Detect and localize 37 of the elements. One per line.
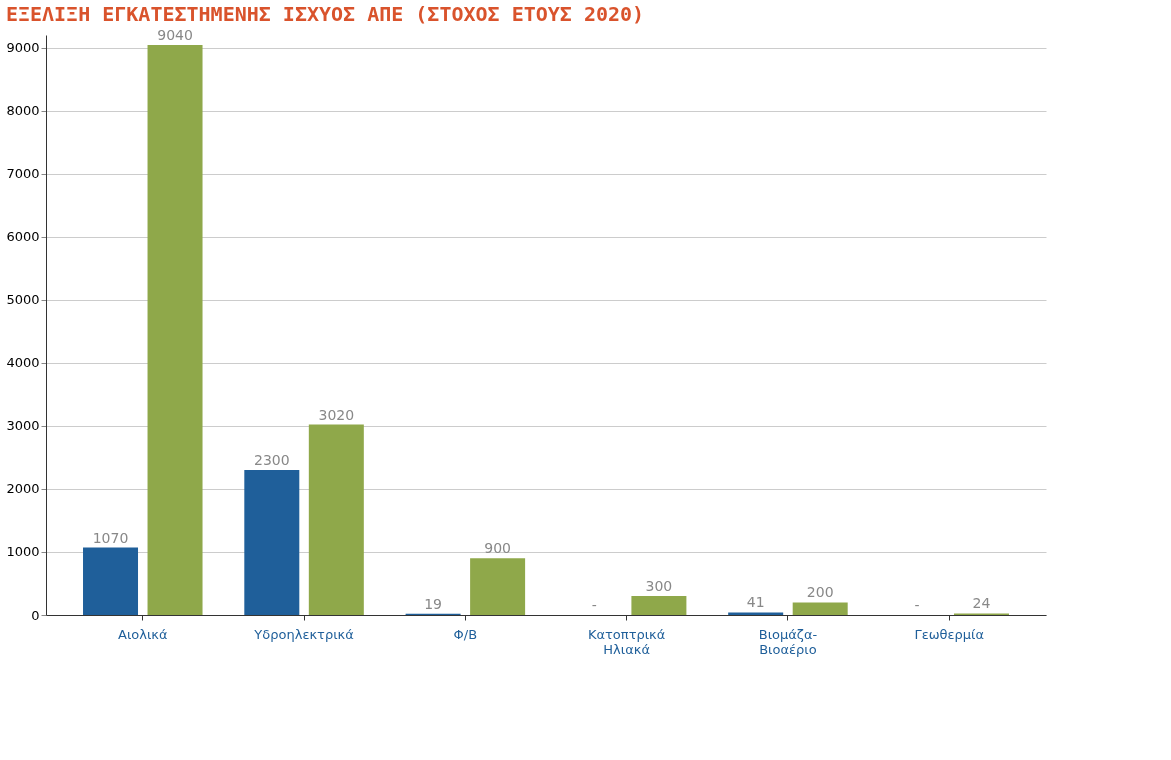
data-label: 19 xyxy=(424,595,443,612)
data-label: 3020 xyxy=(318,406,355,423)
bar xyxy=(83,547,139,615)
x-tick-label: Υδροηλεκτρικά xyxy=(253,626,354,642)
data-label: 900 xyxy=(484,540,511,557)
x-tick-label: Βιομάζα- Βιοαέριο xyxy=(758,626,818,657)
chart-title: ΕΞΕΛΙΞΗ ΕΓΚΑΤΕΣΤΗΜΕΝΗΣ ΙΣΧΥΟΣ ΑΠΕ (ΣΤΟΧΟΣ ΕΤΟΥΣ 2020) xyxy=(5,2,645,27)
y-tick-label: 4000 xyxy=(6,355,40,371)
bar xyxy=(308,424,364,615)
y-tick-label: 5000 xyxy=(6,292,40,308)
bar xyxy=(792,602,848,615)
y-tick-label: 2000 xyxy=(6,481,40,497)
x-tick-label: Φ/Β xyxy=(453,626,478,642)
data-label: 300 xyxy=(645,578,673,595)
text: - xyxy=(914,597,920,613)
y-tick-label: 3000 xyxy=(6,418,40,434)
data-label: 24 xyxy=(972,595,991,612)
bar xyxy=(147,45,203,615)
bar xyxy=(631,596,687,615)
x-tick-label: Αιολικά xyxy=(117,626,168,642)
data-label: 9040 xyxy=(157,27,193,44)
y-tick-label: 0 xyxy=(31,607,40,623)
data-label: 41 xyxy=(746,594,765,611)
y-tick-label: 7000 xyxy=(6,166,40,182)
data-label: 1070 xyxy=(92,529,129,546)
bar xyxy=(244,470,300,615)
data-label: 200 xyxy=(806,584,834,601)
x-tick-label: Γεωθερμία xyxy=(914,626,985,642)
bar xyxy=(728,612,784,615)
data-label: 2300 xyxy=(253,452,290,468)
y-tick-label: 9000 xyxy=(6,40,40,56)
bar xyxy=(470,558,526,615)
x-tick-label: Κατοπτρικά Ηλιακά xyxy=(587,626,666,657)
text: - xyxy=(591,597,597,613)
y-tick-label: 6000 xyxy=(6,229,40,245)
y-tick-label: 8000 xyxy=(6,103,40,119)
y-tick-label: 1000 xyxy=(6,544,40,560)
